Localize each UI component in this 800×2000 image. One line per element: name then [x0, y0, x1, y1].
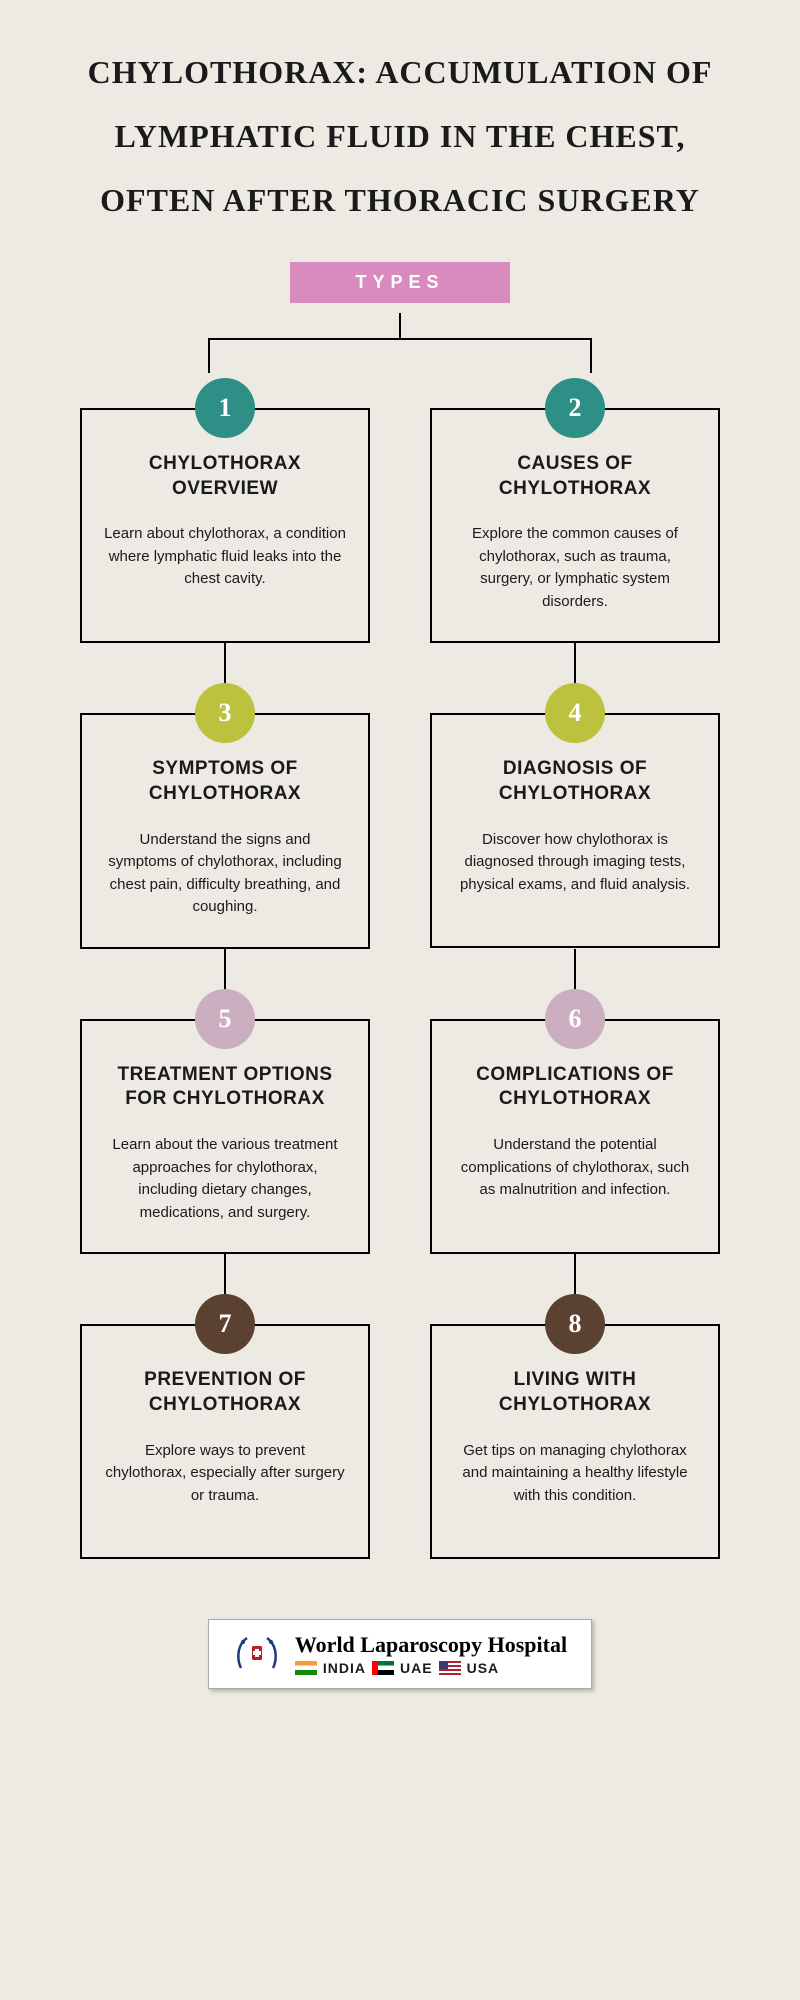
footer-hospital-name: World Laparoscopy Hospital	[295, 1632, 567, 1658]
connector-line	[224, 643, 226, 685]
page-title: CHYLOTHORAX: ACCUMULATION OF LYMPHATIC F…	[60, 40, 740, 232]
card-desc: Explore ways to prevent chylothorax, esp…	[104, 1440, 346, 1508]
cards-grid: 1 CHYLOTHORAX OVERVIEW Learn about chylo…	[60, 408, 740, 1559]
card-6: 6 COMPLICATIONS OF CHYLOTHORAX Understan…	[430, 1019, 720, 1254]
card-2: 2 CAUSES OF CHYLOTHORAX Explore the comm…	[430, 408, 720, 643]
flag-india-icon	[295, 1661, 317, 1675]
card-number-circle: 1	[195, 378, 255, 438]
connector-line	[574, 643, 576, 685]
card-number-circle: 7	[195, 1294, 255, 1354]
card-title: CAUSES OF CHYLOTHORAX	[454, 452, 696, 501]
card-title: LIVING WITH CHYLOTHORAX	[454, 1368, 696, 1417]
card-number-circle: 8	[545, 1294, 605, 1354]
card-title: SYMPTOMS OF CHYLOTHORAX	[104, 757, 346, 806]
card-desc: Explore the common causes of chylothorax…	[454, 523, 696, 613]
card-number-circle: 4	[545, 683, 605, 743]
card-5: 5 TREATMENT OPTIONS FOR CHYLOTHORAX Lear…	[80, 1019, 370, 1254]
connector-line	[224, 1254, 226, 1296]
hospital-logo-icon	[233, 1630, 281, 1678]
card-title: DIAGNOSIS OF CHYLOTHORAX	[454, 757, 696, 806]
card-title: CHYLOTHORAX OVERVIEW	[104, 452, 346, 501]
card-number-circle: 3	[195, 683, 255, 743]
card-number-circle: 5	[195, 989, 255, 1049]
card-8: 8 LIVING WITH CHYLOTHORAX Get tips on ma…	[430, 1324, 720, 1559]
card-number-circle: 6	[545, 989, 605, 1049]
card-desc: Learn about the various treatment approa…	[104, 1134, 346, 1224]
connector-line	[574, 949, 576, 991]
connector-line	[574, 1254, 576, 1296]
tree-bracket	[130, 313, 670, 373]
card-title: TREATMENT OPTIONS FOR CHYLOTHORAX	[104, 1063, 346, 1112]
card-desc: Get tips on managing chylothorax and mai…	[454, 1440, 696, 1508]
footer-loc-uae: UAE	[400, 1660, 433, 1676]
card-desc: Understand the signs and symptoms of chy…	[104, 829, 346, 919]
card-title: COMPLICATIONS OF CHYLOTHORAX	[454, 1063, 696, 1112]
footer: World Laparoscopy Hospital INDIA UAE USA	[60, 1619, 740, 1689]
card-desc: Understand the potential complications o…	[454, 1134, 696, 1202]
flag-uae-icon	[372, 1661, 394, 1675]
card-7: 7 PREVENTION OF CHYLOTHORAX Explore ways…	[80, 1324, 370, 1559]
card-number-circle: 2	[545, 378, 605, 438]
card-desc: Discover how chylothorax is diagnosed th…	[454, 829, 696, 897]
footer-badge: World Laparoscopy Hospital INDIA UAE USA	[208, 1619, 592, 1689]
card-title: PREVENTION OF CHYLOTHORAX	[104, 1368, 346, 1417]
footer-loc-usa: USA	[467, 1660, 500, 1676]
card-4: 4 DIAGNOSIS OF CHYLOTHORAX Discover how …	[430, 713, 720, 948]
connector-line	[224, 949, 226, 991]
footer-loc-india: INDIA	[323, 1660, 366, 1676]
flag-usa-icon	[439, 1661, 461, 1675]
types-badge: TYPES	[290, 262, 510, 303]
card-desc: Learn about chylothorax, a condition whe…	[104, 523, 346, 591]
card-3: 3 SYMPTOMS OF CHYLOTHORAX Understand the…	[80, 713, 370, 948]
card-1: 1 CHYLOTHORAX OVERVIEW Learn about chylo…	[80, 408, 370, 643]
footer-locations: INDIA UAE USA	[295, 1660, 567, 1676]
